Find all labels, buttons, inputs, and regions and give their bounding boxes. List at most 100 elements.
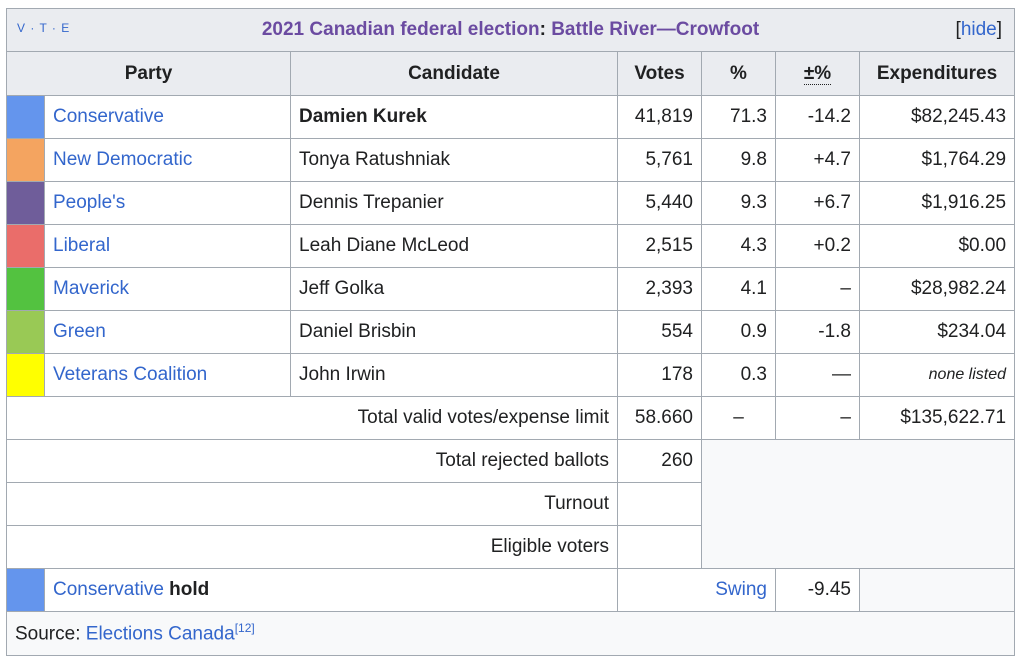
source-cell: Source: Elections Canada[12] — [5, 611, 1016, 656]
hide-link[interactable]: hide — [960, 19, 997, 40]
total-valid-votes: 58.660 — [617, 396, 702, 440]
hold-party-link[interactable]: Conservative — [53, 579, 164, 600]
header-party: Party — [6, 51, 291, 96]
swing-value: -9.45 — [775, 568, 860, 612]
hide-bracket-close: ] — [996, 19, 1003, 40]
party-color-swatch — [6, 138, 45, 182]
party-color-swatch — [6, 353, 45, 397]
party-link[interactable]: Liberal — [53, 235, 111, 256]
hide-bracket-open: [ — [955, 19, 961, 40]
rejected-votes: 260 — [617, 439, 702, 483]
source-prefix: Source: — [15, 623, 86, 645]
table-row: Veterans Coalition John Irwin 178 0.3— none … — [6, 353, 1016, 397]
total-valid-percent: – — [701, 396, 776, 440]
change-cell: +6.7 — [775, 181, 860, 225]
title-row: V · T · E 2021 Canadian federal election… — [5, 8, 1016, 52]
expenditures-cell: $82,245.43 — [858, 95, 1016, 139]
results-table: V · T · E 2021 Canadian federal election… — [5, 8, 1016, 656]
hold-row: Conservative hold Swing -9.45 — [6, 568, 1016, 612]
hold-cell: Conservative hold — [44, 568, 618, 612]
vte-links[interactable]: V · T · E — [17, 21, 71, 35]
totals-filler — [700, 439, 1016, 569]
party-cell: People's — [44, 181, 291, 225]
hold-filler — [858, 568, 1016, 612]
header-votes: Votes — [617, 51, 702, 96]
candidate-cell: Jeff Golka — [290, 267, 618, 311]
riding-link[interactable]: Battle River—Crowfoot — [551, 19, 760, 40]
table-row: Green Daniel Brisbin 554 0.9 -1.8 $234.04 — [6, 310, 1016, 354]
votes-cell: 5,440 — [617, 181, 702, 225]
turnout-label: Turnout — [6, 482, 618, 526]
header-expenditures: Expenditures — [858, 51, 1016, 96]
party-cell: Maverick — [44, 267, 291, 311]
header-percent: % — [701, 51, 776, 96]
votes-cell: 41,819 — [617, 95, 702, 139]
total-valid-row: Total valid votes/expense limit 58.660 –… — [6, 396, 1016, 440]
party-link[interactable]: Conservative — [53, 106, 164, 127]
expenditures-cell: $0.00 — [858, 224, 1016, 268]
party-color-swatch — [6, 310, 45, 354]
swing-cell: Swing — [617, 568, 776, 612]
header-change[interactable]: ±% — [775, 51, 860, 96]
table-row: People's Dennis Trepanier 5,440 9.3 +6.7 $1,9… — [6, 181, 1016, 225]
votes-cell: 5,761 — [617, 138, 702, 182]
votes-cell: 2,515 — [617, 224, 702, 268]
candidate-cell: Damien Kurek — [290, 95, 618, 139]
party-link[interactable]: People's — [53, 192, 126, 213]
hold-word: hold — [169, 579, 210, 600]
party-link[interactable]: Maverick — [53, 278, 130, 299]
header-candidate: Candidate — [290, 51, 618, 96]
change-cell: – — [775, 267, 860, 311]
party-cell: Conservative — [44, 95, 291, 139]
rejected-label: Total rejected ballots — [6, 439, 618, 483]
candidate-cell: Daniel Brisbin — [290, 310, 618, 354]
party-color-swatch — [6, 224, 45, 268]
source-link[interactable]: Elections Canada — [85, 623, 235, 645]
table-row: Conservative Damien Kurek 41,819 71.3 -14.2 $… — [6, 95, 1016, 139]
change-cell: -14.2 — [775, 95, 860, 139]
party-link[interactable]: New Democratic — [53, 149, 193, 170]
percent-cell: 4.1 — [701, 267, 776, 311]
expenditures-cell: $1,764.29 — [858, 138, 1016, 182]
party-color-swatch — [6, 95, 45, 139]
change-cell: +0.2 — [775, 224, 860, 268]
title-cell: V · T · E 2021 Canadian federal election… — [5, 8, 1016, 52]
votes-cell: 178 — [617, 353, 702, 397]
candidate-cell: Tonya Ratushniak — [290, 138, 618, 182]
hold-party-color — [6, 568, 45, 612]
eligible-label: Eligible voters — [6, 525, 618, 569]
expenditures-cell: $28,982.24 — [858, 267, 1016, 311]
table-row: Maverick Jeff Golka 2,393 4.1– $28,982.24 — [6, 267, 1016, 311]
party-color-swatch — [6, 181, 45, 225]
party-link[interactable]: Veterans Coalition — [53, 364, 208, 385]
election-link[interactable]: 2021 Canadian federal election — [261, 19, 540, 40]
percent-cell: 0.9 — [701, 310, 776, 354]
percent-cell: 4.3 — [701, 224, 776, 268]
party-cell: Liberal — [44, 224, 291, 268]
party-link[interactable]: Green — [53, 321, 106, 342]
total-valid-label: Total valid votes/expense limit — [6, 396, 618, 440]
party-cell: Green — [44, 310, 291, 354]
percent-cell: 9.8 — [701, 138, 776, 182]
expenditures-cell: $1,916.25 — [858, 181, 1016, 225]
change-abbr[interactable]: ±% — [803, 62, 832, 85]
source-ref[interactable]: [12] — [234, 621, 255, 636]
percent-cell: 9.3 — [701, 181, 776, 225]
total-valid-expenditures: $135,622.71 — [858, 396, 1016, 440]
rejected-row: Total rejected ballots 260 — [6, 439, 1016, 569]
votes-cell: 2,393 — [617, 267, 702, 311]
party-color-swatch — [6, 267, 45, 311]
party-cell: Veterans Coalition — [44, 353, 291, 397]
election-box: V · T · E 2021 Canadian federal election… — [5, 8, 1016, 656]
votes-cell: 554 — [617, 310, 702, 354]
swing-link[interactable]: Swing — [715, 579, 767, 600]
eligible-row: Eligible voters — [6, 525, 1015, 569]
change-cell: +4.7 — [775, 138, 860, 182]
percent-cell: 0.3 — [701, 353, 776, 397]
hide-toggle[interactable]: [hide] — [956, 19, 1002, 41]
expenditures-cell: none listed — [858, 353, 1016, 397]
turnout-value — [617, 482, 702, 526]
source-row: Source: Elections Canada[12] — [5, 611, 1016, 656]
candidate-cell: John Irwin — [290, 353, 618, 397]
title-separator: : — [539, 19, 552, 40]
